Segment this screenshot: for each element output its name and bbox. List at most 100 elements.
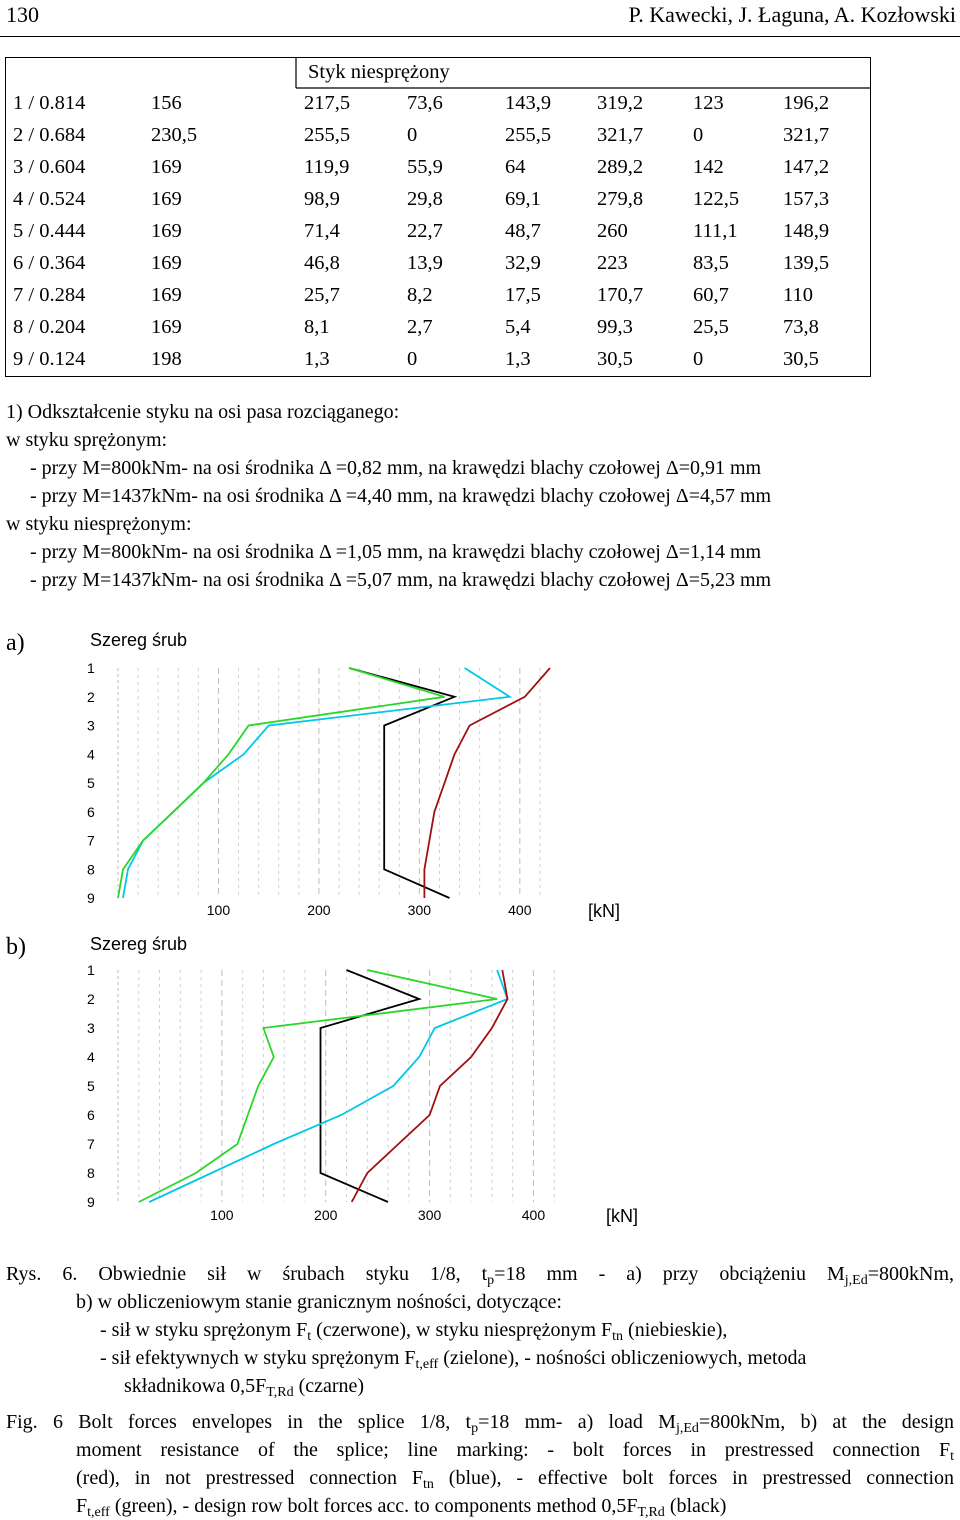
- table-cell: 46,8: [304, 252, 340, 274]
- page-header: 130 P. Kawecki, J. Łaguna, A. Kozłowski: [0, 0, 960, 30]
- caption-line: - sił efektywnych w styku sprężonym Ft,e…: [6, 1344, 954, 1372]
- caption-text: =800kNm,: [867, 1263, 955, 1285]
- table-row: 3 / 0.604 169 119,9 55,9 64 289,2 142 147,2: [5, 151, 871, 183]
- caption-text: (zielone), - nośności obliczeniowych, me…: [438, 1347, 807, 1369]
- table-cell: 156: [151, 92, 182, 114]
- table-cell: 319,2: [597, 92, 644, 114]
- results-table: Styk niesprężony 1 / 0.814 156 217,5 73,6 14…: [5, 57, 871, 375]
- note-line: - przy M=800kNm- na osi środnika Δ =0,82…: [30, 457, 762, 479]
- table-row: 2 / 0.684 230,5 255,5 0 255,5 321,7 0 321,7: [5, 119, 871, 151]
- series-line: [138, 969, 498, 1203]
- y-tick-label: 2: [87, 991, 95, 1007]
- table-cell: 83,5: [693, 252, 729, 274]
- table-cell: 169: [151, 316, 182, 338]
- series-line: [117, 667, 445, 899]
- y-tick-label: 5: [87, 775, 95, 791]
- table-cell: 0: [693, 124, 704, 146]
- caption-line: - sił w styku sprężonym Ft (czerwone), w…: [6, 1316, 954, 1344]
- caption-sub: T,Rd: [266, 1385, 294, 1400]
- panel-label-a: a): [6, 630, 25, 656]
- table-cell: 223: [597, 252, 628, 274]
- caption-sub: t,eff: [87, 1505, 110, 1520]
- series-line: [319, 969, 422, 1203]
- table-cell: 169: [151, 156, 182, 178]
- table-cell: 169: [151, 284, 182, 306]
- caption-sub: tn: [612, 1329, 624, 1344]
- table-cell: 22,7: [407, 220, 443, 242]
- caption-text: Bolt forces envelopes in the splice 1/8,…: [78, 1411, 472, 1433]
- table-cell: 170,7: [597, 284, 644, 306]
- table-row: 9 / 0.124 198 1,3 0 1,3 30,5 0 30,5: [5, 343, 871, 375]
- table-cell: 30,5: [783, 348, 819, 370]
- note-line: - przy M=1437kNm- na osi środnika Δ =4,4…: [30, 485, 772, 507]
- table-row: 5 / 0.444 169 71,4 22,7 48,7 260 111,1 148,9: [5, 215, 871, 247]
- caption-line: moment resistance of the splice; line ma…: [6, 1436, 954, 1464]
- x-tick-label: 100: [207, 902, 231, 918]
- table-cell: 217,5: [304, 92, 351, 114]
- series-line: [148, 969, 509, 1203]
- table-cell: 196,2: [783, 92, 830, 114]
- table-cell: 122,5: [693, 188, 740, 210]
- caption-text: - sił w styku sprężonym F: [100, 1319, 308, 1341]
- caption-label: Fig. 6: [6, 1411, 63, 1433]
- table-cell: 157,3: [783, 188, 830, 210]
- x-unit-label: [kN]: [606, 1206, 638, 1226]
- caption-line: (red), in not prestressed connection Ftn…: [6, 1464, 954, 1492]
- table-cell: 142: [693, 156, 724, 178]
- caption-text: b) w obliczeniowym stanie granicznym noś…: [76, 1291, 562, 1313]
- y-tick-label: 1: [87, 660, 95, 676]
- y-tick-label: 6: [87, 804, 95, 820]
- table-cell: 8,2: [407, 284, 433, 306]
- caption-sub: j,Ed: [675, 1421, 699, 1436]
- table-cell: 169: [151, 252, 182, 274]
- caption-text: (blue), - effective bolt forces in prest…: [433, 1467, 955, 1489]
- y-tick-label: 7: [87, 833, 95, 849]
- y-tick-label: 7: [87, 1136, 95, 1152]
- table-cell: 260: [597, 220, 628, 242]
- table-cell: 143,9: [505, 92, 552, 114]
- header-rule: [0, 36, 960, 37]
- note-line: 1) Odkształcenie styku na osi pasa rozci…: [6, 401, 400, 423]
- y-tick-label: 3: [87, 718, 95, 734]
- table-cell: 1 / 0.814: [13, 92, 86, 114]
- y-tick-label: 5: [87, 1078, 95, 1094]
- table-cell: 169: [151, 220, 182, 242]
- caption-text: (green), - design row bolt forces acc. t…: [109, 1495, 638, 1517]
- caption-line: b) w obliczeniowym stanie granicznym noś…: [6, 1288, 954, 1316]
- table-cell: 73,6: [407, 92, 443, 114]
- table-cell: 8 / 0.204: [13, 316, 86, 338]
- page-number: 130: [6, 2, 39, 27]
- series-line: [350, 969, 509, 1203]
- caption-text: składnikowa 0,5F: [124, 1375, 267, 1397]
- caption-text: - sił efektywnych w styku sprężonym F: [100, 1347, 416, 1369]
- table-cell: 147,2: [783, 156, 830, 178]
- table-cell: 25,5: [693, 316, 729, 338]
- caption-sub: tn: [423, 1477, 434, 1492]
- series-line: [423, 667, 551, 898]
- table-cell: 29,8: [407, 188, 443, 210]
- table-cell: 55,9: [407, 156, 443, 178]
- table-header-row: Styk niesprężony: [5, 57, 871, 87]
- table-row: 1 / 0.814 156 217,5 73,6 143,9 319,2 123 196,2: [5, 87, 871, 119]
- table-cell: 0: [693, 348, 704, 370]
- note-line: - przy M=1437kNm- na osi środnika Δ =5,0…: [30, 569, 772, 591]
- table-cell: 1,3: [505, 348, 531, 370]
- caption-sub: T,Rd: [637, 1505, 665, 1520]
- table-cell: 7 / 0.284: [13, 284, 86, 306]
- table-cell: 0: [407, 124, 418, 146]
- caption-label: Rys. 6.: [6, 1263, 78, 1285]
- caption-sub: p: [487, 1273, 495, 1288]
- table-row: 6 / 0.364 169 46,8 13,9 32,9 223 83,5 139,5: [5, 247, 871, 279]
- y-tick-label: 2: [87, 689, 95, 705]
- y-tick-label: 6: [87, 1107, 95, 1123]
- table-cell: 230,5: [151, 124, 198, 146]
- table-cell: 198: [151, 348, 182, 370]
- caption-sub: t,eff: [415, 1357, 439, 1372]
- note-line: w styku sprężonym:: [6, 429, 168, 451]
- y-tick-label: 8: [87, 861, 95, 877]
- y-tick-label: 4: [87, 1049, 95, 1065]
- table-cell: 3 / 0.604: [13, 156, 86, 178]
- x-tick-label: 400: [508, 902, 532, 918]
- table-cell: 30,5: [597, 348, 633, 370]
